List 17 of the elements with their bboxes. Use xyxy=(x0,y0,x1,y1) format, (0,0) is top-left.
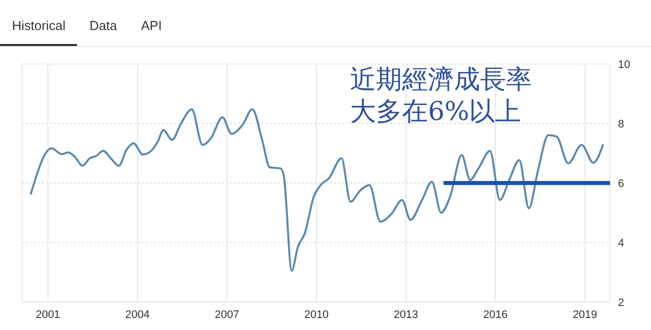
x-tick-label: 2004 xyxy=(125,308,150,321)
text: API xyxy=(140,17,163,35)
x-tick-label: 2007 xyxy=(214,308,240,321)
y-tick-label: 6 xyxy=(618,178,624,190)
x-tick-label: 2013 xyxy=(394,308,418,321)
text: Data xyxy=(88,17,118,35)
x-tick-label: 2016 xyxy=(483,308,508,321)
y-tick-label: 8 xyxy=(618,118,624,130)
y-tick-label: 10 xyxy=(618,58,630,71)
x-tick-label: 2010 xyxy=(304,308,329,321)
y-tick-label: 4 xyxy=(618,237,624,250)
text: Historical xyxy=(0,12,78,46)
annotation: 近期經濟成長率 xyxy=(350,64,532,96)
x-tick-label: 2019 xyxy=(572,308,598,321)
y-tick-label: 2 xyxy=(618,296,624,309)
x-tick-label: 2001 xyxy=(36,308,60,321)
annotation: 大多在6%以上 xyxy=(350,96,522,128)
